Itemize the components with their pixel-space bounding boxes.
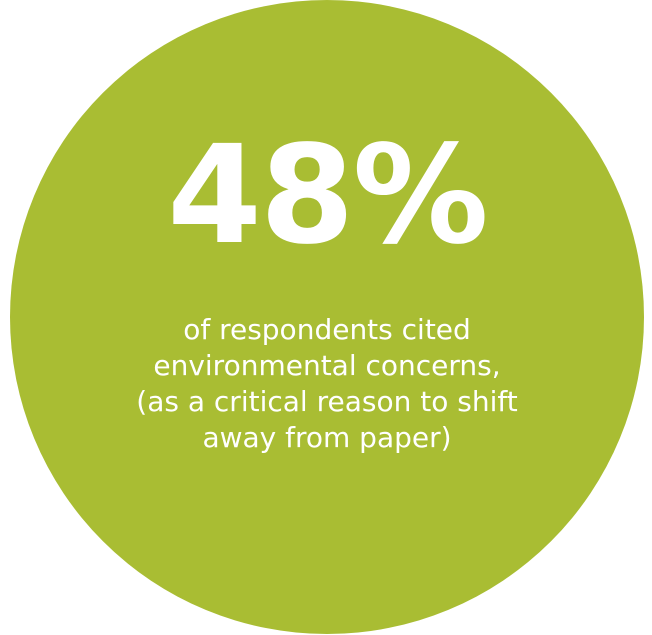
caption-line-3: (as a critical reason to shift <box>136 385 518 418</box>
stat-circle: 48% of respondents cited environmental c… <box>10 0 644 634</box>
caption-line-2: environmental concerns, <box>153 349 501 382</box>
stat-percentage: 48% <box>167 117 489 275</box>
caption-line-1: of respondents cited <box>183 313 471 346</box>
stat-caption: of respondents cited environmental conce… <box>10 312 644 456</box>
caption-line-4: away from paper) <box>202 421 452 454</box>
